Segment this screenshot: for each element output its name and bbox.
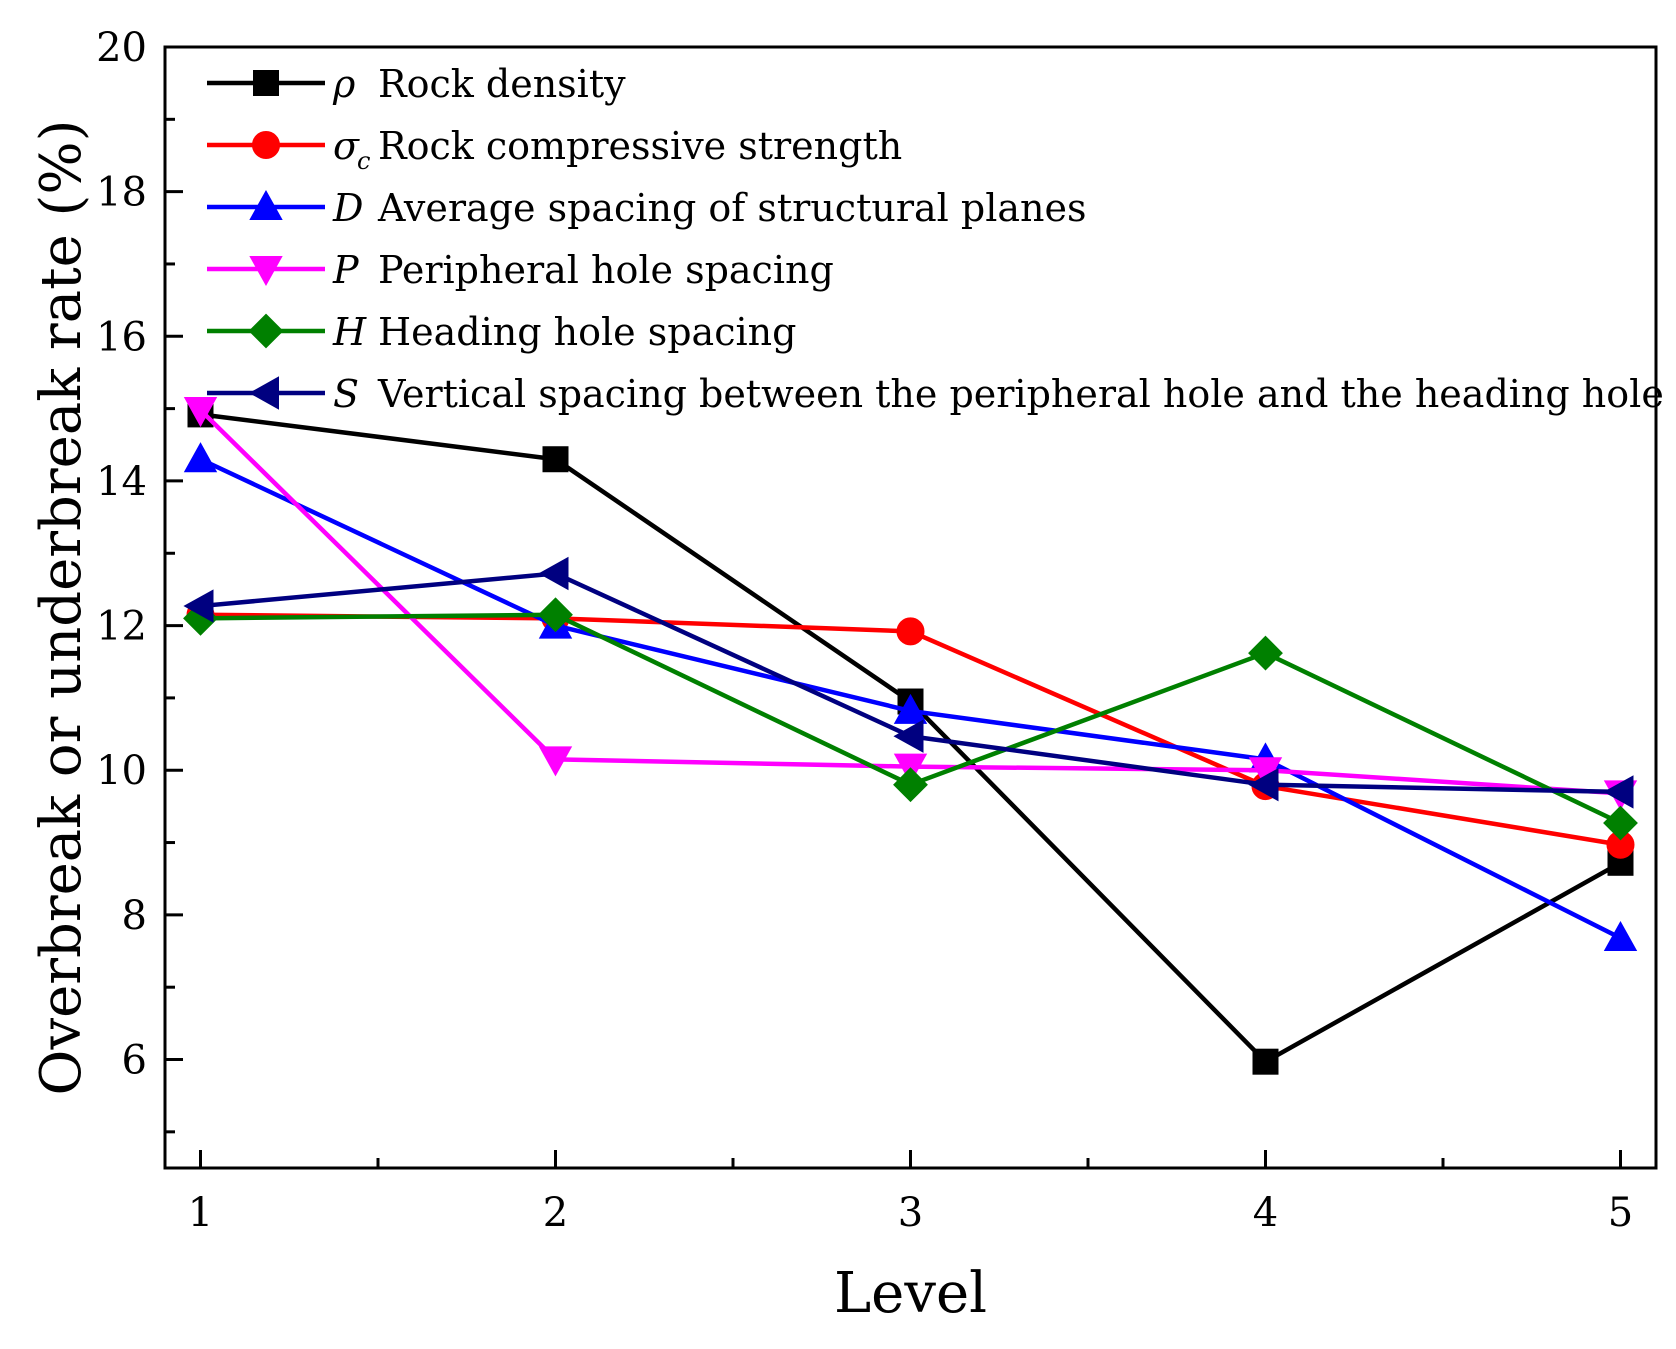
plot-frame [163,45,1658,1170]
data-point [183,589,214,623]
data-point [1603,920,1638,952]
data-point [1248,767,1279,802]
data-point [1603,805,1638,841]
legend-item: ρ Rock density [207,62,626,106]
legend-symbol: σ [333,124,360,168]
y-tick-label: 10 [96,748,147,794]
series-3 [183,397,1638,811]
y-tick-label: 20 [96,25,147,71]
legend-item: H Heading hole spacing [207,310,796,354]
y-tick-label: 12 [96,604,147,650]
legend-marker [249,256,283,287]
y-tick-label: 6 [122,1038,147,1084]
legend-marker [252,131,280,159]
legend-item: S Vertical spacing between the peripheral… [207,372,1664,416]
legend-subscript: c [357,147,370,175]
x-axis-title: Level [834,1261,987,1326]
y-tick-label: 18 [96,170,147,216]
legend-item: σc Rock compressive strength [207,124,902,175]
legend-label: Rock compressive strength [378,124,902,168]
legend-symbol: S [333,372,359,416]
y-axis-title: Overbreak or underbreak rate (%) [29,120,94,1096]
data-point [542,446,569,473]
legend-label: Heading hole spacing [378,310,796,354]
data-point [538,556,569,591]
data-point [1252,1048,1279,1075]
legend-label: Average spacing of structural planes [377,186,1086,230]
legend-symbol: H [332,310,367,354]
legend-marker [248,313,284,349]
data-point [896,617,925,646]
x-tick-label: 1 [188,1190,213,1236]
legend-symbol: D [332,186,363,230]
legend-symbol: ρ [332,62,356,106]
legend-item: D Average spacing of structural planes [207,186,1086,230]
y-tick-label: 8 [122,893,147,939]
legend-item: P Peripheral hole spacing [207,248,834,292]
legend-symbol: P [332,248,360,292]
y-tick-label: 16 [96,314,147,360]
legend-label: Peripheral hole spacing [378,248,834,292]
x-tick-label: 4 [1253,1190,1278,1236]
x-tick-label: 5 [1608,1190,1633,1236]
data-point [1248,635,1283,671]
series-2 [183,442,1638,952]
legend-label: Rock density [378,62,626,106]
ticks-layer [165,45,1622,1168]
data-point [893,719,924,753]
data-point [1603,775,1634,809]
y-tick-label: 14 [96,459,147,505]
legend-marker [253,70,279,96]
series-5 [183,556,1634,809]
data-point [893,767,928,803]
legend-marker [249,189,283,220]
x-tick-label: 2 [543,1190,568,1236]
data-point [538,746,573,777]
legend-label: Vertical spacing between the peripheral … [377,372,1664,416]
x-tick-label: 3 [898,1190,923,1236]
data-point [893,693,928,724]
legend-marker [248,376,279,410]
data-point [538,597,573,633]
data-point [183,442,218,473]
data-point [183,397,218,428]
legend: ρ Rock density σc Rock compressive strength… [207,62,1664,416]
series-layer [183,397,1638,1075]
